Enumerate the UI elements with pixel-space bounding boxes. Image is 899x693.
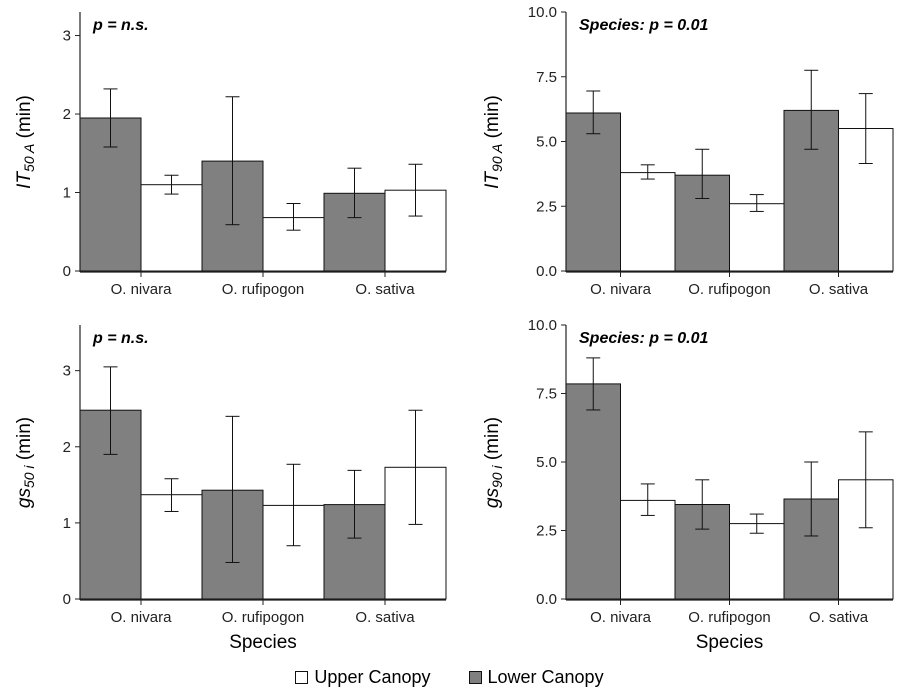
x-tick-label-2: O. rufipogon [222, 609, 305, 626]
y-axis-label: gs50 i (min) [14, 417, 37, 508]
x-tick-label-1: O. nivara [111, 281, 173, 298]
x-axis-label: Species [229, 632, 297, 653]
y-tick-label-3: 5.0 [536, 454, 557, 471]
y-tick-label-1: 0.0 [536, 591, 557, 608]
y-tick-label-1: 0 [63, 263, 71, 280]
y-tick-label-5: 10.0 [528, 317, 557, 334]
legend-swatch-lower [468, 670, 482, 684]
y-tick-label-4: 7.5 [536, 69, 557, 86]
x-tick-label-3: O. sativa [355, 281, 415, 298]
x-tick-label-2: O. rufipogon [222, 281, 305, 298]
y-tick-label-4: 3 [63, 28, 71, 45]
bar-upper-2 [262, 217, 325, 272]
y-tick-label-2: 1 [63, 185, 71, 202]
x-tick-label-3: O. sativa [809, 281, 869, 298]
y-tick-label-1: 0.0 [536, 263, 557, 280]
significance-annotation: Species: p = 0.01 [579, 17, 709, 34]
y-tick-label-4: 7.5 [536, 386, 557, 403]
x-tick-label-3: O. sativa [809, 609, 869, 626]
x-tick-label-2: O. rufipogon [688, 609, 771, 626]
panel-3: O. nivara O. rufipogon O. sativa 0 1 2 3 p = n.… [14, 325, 447, 653]
y-axis-label: IT90 A (min) [482, 95, 505, 189]
legend-label-upper: Upper Canopy [314, 666, 431, 687]
x-tick-label-3: O. sativa [355, 609, 415, 626]
y-axis-label: IT50 A (min) [14, 95, 37, 189]
y-tick-label-3: 5.0 [536, 134, 557, 151]
panel-1: O. nivara O. rufipogon O. sativa 0 1 2 3 p = n.… [14, 12, 447, 298]
panel-2: O. nivara O. rufipogon O. sativa 0.0 2.5 5.0 7… [482, 4, 894, 298]
significance-annotation: Species: p = 0.01 [579, 330, 709, 347]
y-tick-label-2: 2.5 [536, 523, 557, 540]
bar-upper-1 [140, 184, 203, 272]
bar-lower-1 [565, 112, 621, 272]
x-axis-label: Species [696, 632, 764, 653]
x-tick-label-2: O. rufipogon [688, 281, 771, 298]
y-tick-label-4: 3 [63, 363, 71, 380]
y-tick-label-2: 2.5 [536, 198, 557, 215]
legend-swatch-upper [295, 670, 309, 684]
bar-upper-2 [729, 203, 785, 272]
x-tick-label-1: O. nivara [111, 609, 173, 626]
bar-upper-1 [620, 172, 676, 272]
y-tick-label-3: 2 [63, 439, 71, 456]
bar-lower-1 [565, 383, 621, 600]
significance-annotation: p = n.s. [92, 17, 149, 34]
y-tick-label-5: 10.0 [528, 4, 557, 21]
y-axis-label: gs90 i (min) [482, 417, 505, 508]
y-tick-label-2: 1 [63, 515, 71, 532]
significance-annotation: p = n.s. [92, 330, 149, 347]
x-tick-label-1: O. nivara [590, 609, 652, 626]
y-tick-label-1: 0 [63, 591, 71, 608]
x-tick-label-1: O. nivara [590, 281, 652, 298]
legend: Upper Canopy Lower Canopy [0, 664, 899, 690]
bar-upper-2 [729, 523, 785, 600]
panel-4: O. nivara O. rufipogon O. sativa 0.0 2.5 5.0 7… [482, 317, 894, 653]
legend-label-lower: Lower Canopy [487, 666, 604, 687]
legend-item-lower: Lower Canopy [468, 666, 604, 688]
y-tick-label-3: 2 [63, 106, 71, 123]
figure: O. nivara O. rufipogon O. sativa 0 1 2 3 p = n.… [14, 4, 894, 653]
legend-item-upper: Upper Canopy [295, 666, 431, 688]
